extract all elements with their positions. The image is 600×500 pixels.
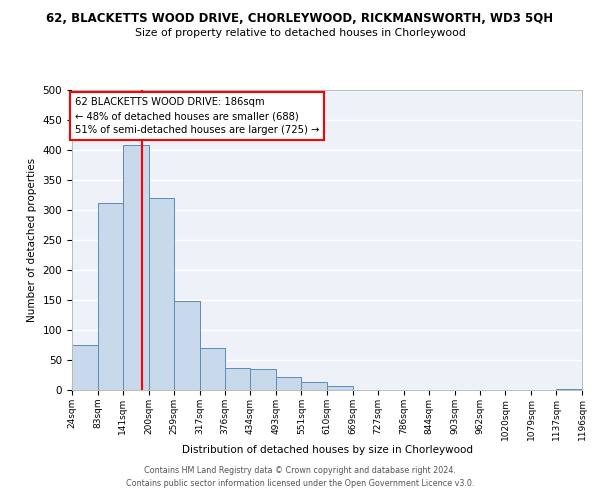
Bar (199, 348, 225, 390)
Bar (301, 382, 327, 390)
Y-axis label: Number of detached properties: Number of detached properties (27, 158, 37, 322)
Text: Size of property relative to detached houses in Chorleywood: Size of property relative to detached ho… (134, 28, 466, 38)
Bar (174, 301, 199, 390)
Text: 62 BLACKETTS WOOD DRIVE: 186sqm
← 48% of detached houses are smaller (688)
51% o: 62 BLACKETTS WOOD DRIVE: 186sqm ← 48% of… (74, 97, 319, 135)
Bar (225, 368, 250, 390)
Bar (98, 203, 123, 390)
Bar (250, 369, 276, 390)
Text: 62, BLACKETTS WOOD DRIVE, CHORLEYWOOD, RICKMANSWORTH, WD3 5QH: 62, BLACKETTS WOOD DRIVE, CHORLEYWOOD, R… (46, 12, 554, 26)
Text: Contains HM Land Registry data © Crown copyright and database right 2024.
Contai: Contains HM Land Registry data © Crown c… (126, 466, 474, 487)
Bar (72, 345, 98, 390)
Bar (123, 145, 149, 390)
X-axis label: Distribution of detached houses by size in Chorleywood: Distribution of detached houses by size … (182, 446, 473, 456)
Bar (276, 377, 301, 390)
Bar (327, 386, 353, 390)
Bar (149, 198, 174, 390)
Bar (556, 389, 582, 390)
